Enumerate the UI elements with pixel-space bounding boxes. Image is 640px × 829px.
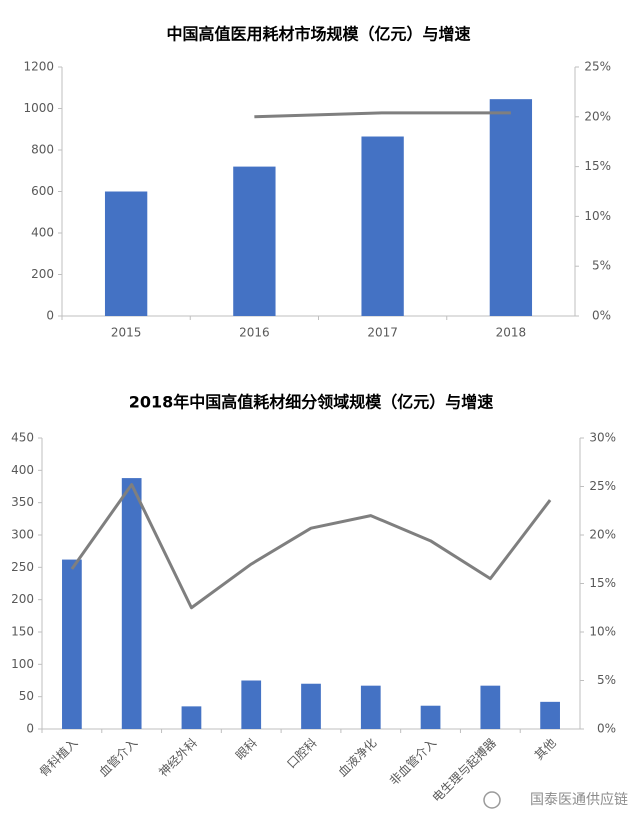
y2-tick-label: 15% (584, 159, 611, 173)
y-tick-label: 600 (31, 184, 54, 198)
y2-tick-label: 0% (592, 309, 611, 323)
watermark-icon (483, 791, 501, 809)
bar (121, 478, 142, 729)
bar (301, 683, 321, 729)
y2-tick-label: 10% (589, 625, 616, 639)
y-tick-label: 400 (31, 226, 54, 240)
y2-tick-label: 10% (584, 209, 611, 223)
x-tick-label: 2017 (367, 326, 398, 340)
x-tick-label: 2015 (111, 326, 142, 340)
y2-tick-label: 15% (589, 576, 616, 590)
y2-tick-label: 20% (589, 528, 616, 542)
bar (62, 559, 82, 729)
y-tick-label: 1200 (23, 60, 54, 74)
y2-tick-label: 30% (589, 431, 616, 445)
y-tick-label: 200 (31, 267, 54, 281)
y-tick-label: 50 (19, 689, 34, 703)
y-tick-label: 100 (11, 657, 34, 671)
y2-tick-label: 25% (589, 479, 616, 493)
y2-tick-label: 5% (592, 259, 611, 273)
chart-title: 中国高值医用耗材市场规模（亿元）与增速 (166, 25, 470, 44)
y-tick-label: 0 (46, 309, 54, 323)
y-tick-label: 250 (11, 560, 34, 574)
chart-title: 2018年中国高值耗材细分领域规模（亿元）与增速 (129, 393, 494, 412)
x-tick-label: 2018 (496, 326, 527, 340)
y-tick-label: 150 (11, 625, 34, 639)
line (70, 483, 552, 610)
bar (361, 136, 404, 316)
y-tick-label: 450 (11, 431, 34, 445)
y2-tick-label: 25% (584, 60, 611, 74)
bar (480, 685, 501, 729)
bar (420, 705, 441, 729)
y-tick-label: 0 (26, 722, 34, 736)
y2-tick-label: 0% (597, 722, 616, 736)
y2-tick-label: 5% (597, 673, 616, 687)
y-tick-label: 200 (11, 592, 34, 606)
bar (241, 680, 262, 729)
y-tick-label: 400 (11, 463, 34, 477)
bar (360, 685, 381, 729)
watermark: 国泰医通供应链 (530, 791, 628, 808)
bar (104, 191, 148, 316)
y2-tick-label: 20% (584, 109, 611, 123)
y-tick-label: 1000 (23, 101, 54, 115)
bar (233, 166, 276, 316)
line (254, 111, 511, 119)
y-tick-label: 300 (11, 528, 34, 542)
bar (181, 706, 202, 729)
y-tick-label: 350 (11, 495, 34, 509)
y-tick-label: 800 (31, 143, 54, 157)
x-tick-label: 2016 (239, 326, 270, 340)
bar (540, 701, 560, 729)
bar (489, 99, 533, 316)
